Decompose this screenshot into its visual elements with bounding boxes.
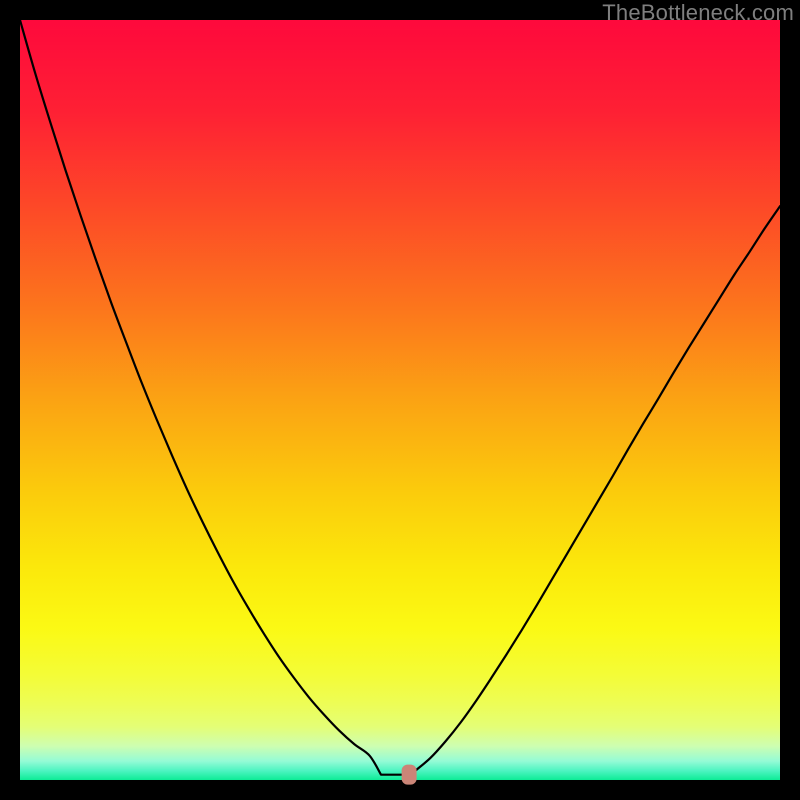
chart-container: TheBottleneck.com: [0, 0, 800, 800]
optimal-point-marker: [402, 765, 417, 785]
bottleneck-chart: [0, 0, 800, 800]
plot-area: [20, 20, 780, 780]
